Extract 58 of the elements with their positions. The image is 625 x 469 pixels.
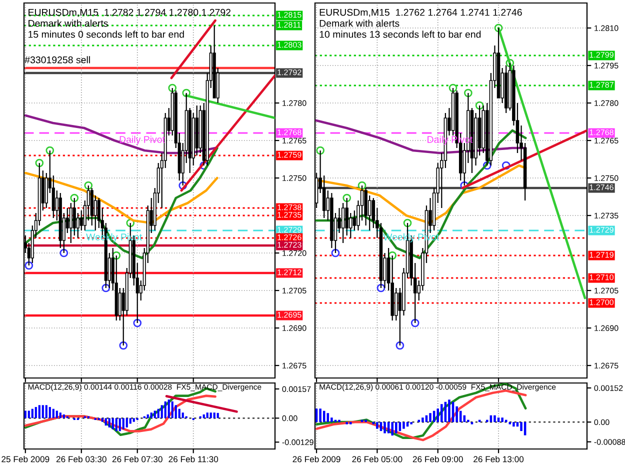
ref-line-label: 1.2700 [590,299,614,306]
x-tick-label: 26 Feb 03:30 [56,456,106,462]
y-tick-label: 1.2690 [594,325,618,331]
x-tick-label: 26 Feb 07:30 [112,456,162,462]
y-tick-label: 1.2690 [282,325,306,331]
y-tick-label: 1.2810 [594,25,618,31]
ref-line-label: 1.2726 [278,234,302,240]
y-tick-label: 0.00 [594,419,610,426]
text: Demark with alerts [28,20,108,27]
y-tick-label: 1.2765 [282,138,306,144]
ref-line-label: 1.2803 [278,42,302,48]
x-tick-label: 26 Feb 05:00 [352,456,402,462]
x-tick-label: 26 Feb 11:30 [168,456,218,462]
x-tick-label: 26 Feb 2009 [292,456,340,462]
y-tick-label: -0.00088 [594,439,625,445]
ref-line-label: 1.2738 [278,204,302,210]
ref-line-label: 1.2792 [278,69,302,76]
ref-line-label: 1.2695 [278,312,302,318]
ref-line-label: 1.2811 [278,22,301,28]
y-tick-label: 1.2750 [282,175,306,181]
ref-line-label: 1.2768 [590,129,614,136]
ref-line-label: 1.2746 [590,184,614,190]
ref-line-label: 1.2712 [278,269,302,276]
annotation: #33019258 sell [24,56,90,64]
y-tick-label: 1.2705 [282,288,306,294]
ref-line-label: 1.2768 [278,129,302,136]
ref-line-label: 1.2787 [590,82,614,88]
ref-line-label: 1.2723 [278,242,302,248]
y-tick-label: 1.2780 [282,100,306,106]
y-tick-label: 1.2735 [594,212,618,218]
y-tick-label: 1.2675 [282,362,306,368]
y-tick-label: 1.2705 [594,288,618,294]
ref-line-label: 1.2719 [590,252,614,258]
y-tick-label: 1.2675 [594,362,618,368]
ref-line-label: 1.2710 [590,274,614,280]
text: EURUSDm,M15 1.2782 1.2794 1.2780 1.2792 [28,8,230,17]
ref-line-label: 1.2729 [278,226,302,233]
x-tick-label: 25 Feb 2009 [2,456,50,462]
y-tick-label: 1.2750 [594,175,618,181]
y-tick-label: 1.2765 [594,138,618,144]
annotation: 10 minutes 13 seconds left to bar end [320,30,481,38]
ref-line-label: 1.2735 [278,212,302,218]
ref-line-label: 1.2759 [278,152,302,158]
y-tick-label: 1.2720 [282,250,306,256]
y-tick-label: 1.2780 [594,100,618,106]
ref-line-label: 1.2815 [278,12,302,18]
y-tick-label: 0.00 [282,415,298,422]
annotation: 15 minutes 0 seconds left to bar end [28,30,184,38]
y-tick-label: -0.00129 [282,439,314,446]
x-tick-label: 26 Feb 13:00 [474,456,524,462]
y-tick-label: 0.00157 [282,386,311,392]
y-tick-label: 0.00152 [594,385,623,391]
x-tick-label: 26 Feb 09:00 [412,456,463,462]
text: EURUSDm,M15 1.2762 1.2764 1.2741 1.2746 [320,8,522,17]
text: Demark with alerts [320,20,400,27]
y-tick-label: 1.2795 [594,62,618,68]
ref-line-label: 1.2729 [590,226,614,233]
ref-line-label: 1.2799 [590,52,614,58]
